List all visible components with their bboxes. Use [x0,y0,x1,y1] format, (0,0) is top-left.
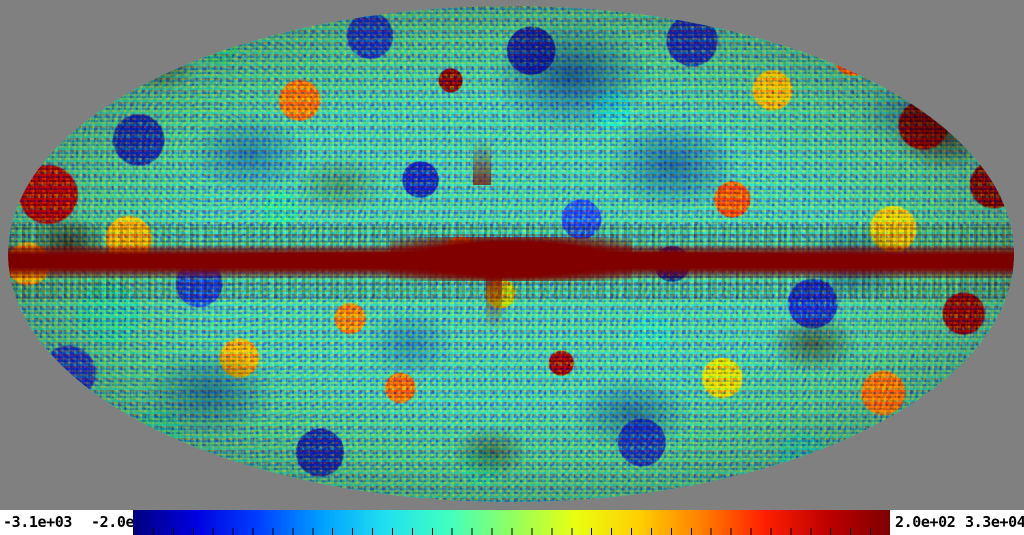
colorbar-scale-max-label: 2.0e+02 [895,513,956,531]
colorbar-data-min-label: -3.1e+03 [3,513,73,531]
colorbar-gradient [133,510,890,535]
mollweide-sky-ellipse [8,6,1014,502]
limb-shading [8,6,1014,502]
galactic-bulge [390,236,632,282]
sky-map-figure [8,6,1014,502]
colorbar-ticks [133,528,890,535]
galactic-spur-south [485,266,502,331]
colorbar-data-max-label: 3.3e+04 [965,513,1024,531]
galactic-spur-north [472,139,491,185]
